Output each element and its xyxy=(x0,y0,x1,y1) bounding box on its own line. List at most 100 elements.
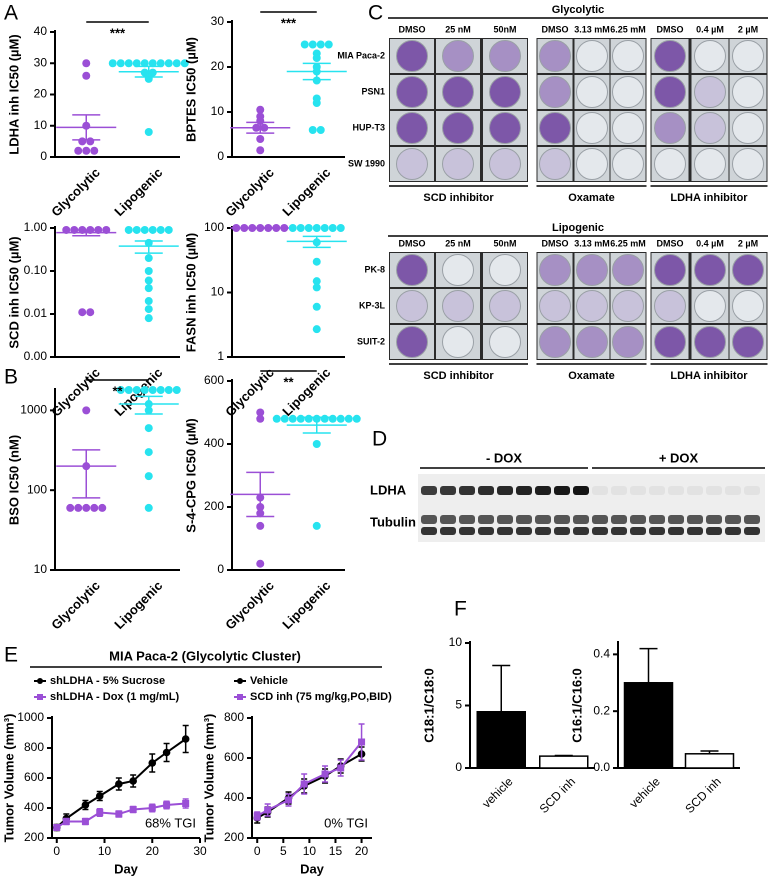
data-point xyxy=(172,59,181,68)
x-tick-label: Lipogenic xyxy=(279,578,333,632)
data-point xyxy=(296,414,305,423)
y-tick-label: 0.4 xyxy=(593,647,610,661)
blot-band xyxy=(592,515,608,524)
y-tick-label: 800 xyxy=(224,710,244,724)
data-point xyxy=(90,503,99,512)
plate-well xyxy=(612,40,644,72)
blot-band xyxy=(554,527,570,535)
x-tick-label: 15 xyxy=(329,844,343,858)
protein-label: LDHA xyxy=(370,482,407,497)
y-tick-label: 100 xyxy=(27,482,47,496)
row-label: SW 1990 xyxy=(348,158,385,168)
blot-band xyxy=(516,527,532,535)
y-axis-label: Tumor Volume (mm³) xyxy=(201,714,216,843)
data-point xyxy=(86,308,95,317)
data-point xyxy=(116,59,125,68)
plate-well xyxy=(396,290,428,322)
y-tick-label: 10 xyxy=(34,562,48,576)
blot-band xyxy=(535,486,551,495)
data-point xyxy=(132,386,141,394)
data-point xyxy=(312,302,321,311)
plate-well xyxy=(396,112,428,144)
data-point xyxy=(336,224,345,232)
data-point xyxy=(53,824,61,831)
bar xyxy=(539,755,589,769)
data-point xyxy=(312,440,321,448)
plate-well xyxy=(732,76,764,108)
data-point xyxy=(320,224,329,232)
blot-band xyxy=(687,527,703,535)
y-tick-label: 600 xyxy=(24,770,44,784)
plate-well xyxy=(396,148,428,180)
panel-label: D xyxy=(372,428,387,451)
data-point xyxy=(312,99,321,107)
data-point xyxy=(253,812,261,820)
blot-band xyxy=(478,527,494,535)
data-point xyxy=(336,414,345,423)
plate-well xyxy=(396,40,428,72)
y-tick-label: 0.01 xyxy=(24,306,48,320)
y-axis-label: LDHA inh IC50 (µM) xyxy=(6,34,21,154)
plate-well xyxy=(442,326,474,358)
blot-band xyxy=(687,515,703,524)
plate-well xyxy=(576,254,608,286)
x-tick-label: vehicle xyxy=(627,774,664,811)
legend-label: SCD inh (75 mg/kg,PO,BID) xyxy=(250,691,392,703)
data-point xyxy=(148,759,157,767)
row-label: MIA Paca-2 xyxy=(337,50,385,60)
data-point xyxy=(328,414,337,423)
y-tick-label: 30 xyxy=(211,14,225,28)
y-tick-label: 10 xyxy=(34,118,48,132)
plate-well xyxy=(694,148,726,180)
data-point xyxy=(108,59,117,68)
plate-well xyxy=(396,76,428,108)
y-axis-label: S-4-CPG IC50 (µM) xyxy=(183,418,198,532)
plate-title: Lipogenic xyxy=(552,222,604,234)
y-tick-label: 0 xyxy=(217,562,224,576)
data-point xyxy=(304,414,313,423)
data-point xyxy=(82,503,91,512)
plate-well xyxy=(612,112,644,144)
blot-band xyxy=(497,527,513,535)
blot-band xyxy=(440,515,456,524)
panel-label: C xyxy=(368,2,383,25)
blot-band xyxy=(573,527,589,535)
legend-label: shLDHA - Dox (1 mg/mL) xyxy=(50,691,179,703)
plate-well xyxy=(654,148,686,180)
data-point xyxy=(163,801,171,809)
y-tick-label: 0 xyxy=(217,149,224,163)
blot-band xyxy=(421,527,437,535)
data-point xyxy=(156,59,165,68)
blot-band xyxy=(516,486,532,495)
plate-well xyxy=(489,254,521,286)
plate-well xyxy=(442,290,474,322)
data-point xyxy=(312,325,321,334)
plate-well xyxy=(654,40,686,72)
bar xyxy=(623,682,674,769)
data-point xyxy=(82,59,91,68)
annotation: 0% TGI xyxy=(324,815,368,830)
blot-band xyxy=(516,515,532,524)
panel-label: A xyxy=(4,2,18,25)
blot-band xyxy=(744,515,760,524)
blot-band xyxy=(421,515,437,524)
plate-well xyxy=(654,290,686,322)
data-point xyxy=(308,40,317,49)
data-point xyxy=(316,40,325,49)
plate-well xyxy=(539,148,571,180)
data-point xyxy=(144,424,153,433)
blot-band xyxy=(478,515,494,524)
row-label: SUIT-2 xyxy=(357,336,385,346)
data-point xyxy=(256,105,265,114)
plate-well xyxy=(489,326,521,358)
data-point xyxy=(162,748,171,757)
panel-label: E xyxy=(4,644,18,667)
column-header: DMSO xyxy=(399,24,426,34)
y-axis-label: SCD inh IC50 (µM) xyxy=(6,236,21,348)
data-point xyxy=(132,59,141,68)
row-label: HUP-T3 xyxy=(352,122,385,132)
plate-well xyxy=(576,290,608,322)
data-point xyxy=(312,54,321,62)
column-header: DMSO xyxy=(399,238,426,248)
plate-well xyxy=(489,112,521,144)
